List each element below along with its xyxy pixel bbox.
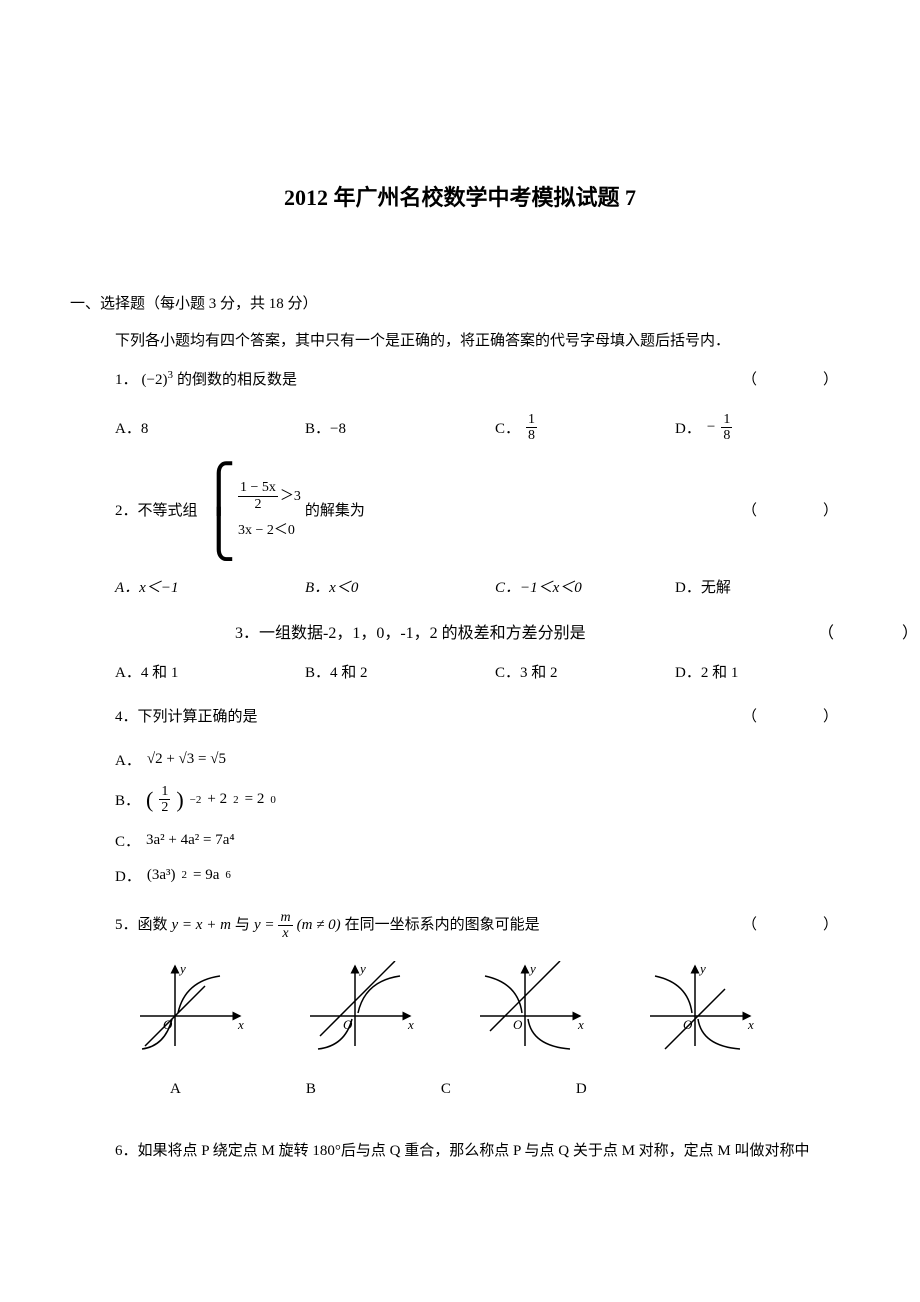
q5-graphs: y x O y x O y x O [130, 961, 850, 1051]
q2-tail: 的解集为 [305, 498, 365, 525]
q1-opt-d: D． − 18 [675, 412, 825, 444]
label-a: A [170, 1081, 181, 1098]
q1-opt-b: B．−8 [305, 417, 495, 438]
question-1: 1． (−2)3 的倒数的相反数是 （ ） [115, 366, 850, 394]
question-6: 6．如果将点 P 绕定点 M 旋转 180°后与点 Q 重合，那么称点 P 与点… [115, 1138, 850, 1165]
svg-text:y: y [528, 961, 536, 976]
q1-tail: 的倒数的相反数是 [177, 367, 297, 394]
q2-num: 2．不等式组 [115, 498, 198, 525]
q1-opt-a: A．8 [115, 417, 305, 438]
q3-options: A．4 和 1 B．4 和 2 C．3 和 2 D．2 和 1 [115, 661, 850, 682]
q3-opt-d: D．2 和 1 [675, 661, 825, 682]
q5-paren: （ ） [742, 912, 850, 939]
svg-text:x: x [237, 1017, 244, 1032]
q1-base: (−2) [142, 372, 168, 388]
svg-text:y: y [698, 961, 706, 976]
q4-paren: （ ） [742, 704, 850, 731]
q3-opt-b: B．4 和 2 [305, 661, 495, 682]
svg-text:O: O [513, 1017, 523, 1032]
graph-d: y x O [640, 961, 760, 1051]
section-header: 一、选择题（每小题 3 分，共 18 分） [70, 292, 850, 313]
q5-labels: A B C D [170, 1081, 850, 1098]
question-2: 2．不等式组 ⎧⎩ 1 − 5x2 ＞3 3x − 2＜0 的解集为 （ ） [115, 466, 850, 558]
q1-num: 1． [115, 367, 138, 394]
q2-paren: （ ） [742, 498, 850, 525]
q1-opt-c: C． 18 [495, 412, 675, 444]
svg-text:x: x [747, 1017, 754, 1032]
q1-options: A．8 B．−8 C． 18 D． − 18 [115, 412, 850, 444]
q2-opt-c: C．−1＜x＜0 [495, 576, 675, 597]
page-title: 2012 年广州名校数学中考模拟试题 7 [70, 180, 850, 212]
svg-text:y: y [178, 961, 186, 976]
question-4: 4．下列计算正确的是 （ ） [115, 704, 850, 731]
svg-text:y: y [358, 961, 366, 976]
graph-c: y x O [470, 961, 590, 1051]
q4-opt-c: C．3a² + 4a² = 7a⁴ [115, 830, 485, 851]
q4-opt-a: A．√2 + √3 = √5 [115, 749, 485, 770]
section-intro: 下列各小题均有四个答案，其中只有一个是正确的，将正确答案的代号字母填入题后括号内… [115, 329, 850, 350]
q2-opt-a: A．x＜−1 [115, 576, 305, 597]
question-5: 5．函数 y = x + m 与 y = mx (m ≠ 0) 在同一坐标系内的… [115, 910, 850, 942]
q4-options: A．√2 + √3 = √5 B． ( 12 )−2 + 22 = 20 C．3… [115, 749, 850, 900]
label-b: B [306, 1081, 316, 1098]
graph-a: y x O [130, 961, 250, 1051]
q1-exp: 3 [167, 369, 173, 381]
q3-paren: （ ） [818, 619, 920, 643]
q4-opt-d: D． (3a³)2 = 9a6 [115, 865, 485, 886]
q4-text: 4．下列计算正确的是 [115, 704, 258, 731]
q4-opt-b: B． ( 12 )−2 + 22 = 20 [115, 784, 485, 816]
brace-icon: ⎧⎩ [202, 466, 237, 558]
q2-opt-b: B．x＜0 [305, 576, 495, 597]
q3-opt-a: A．4 和 1 [115, 661, 305, 682]
svg-text:x: x [407, 1017, 414, 1032]
graph-b: y x O [300, 961, 420, 1051]
label-d: D [576, 1081, 587, 1098]
q1-paren: （ ） [742, 367, 850, 394]
question-3: 3．一组数据-2，1，0，-1，2 的极差和方差分别是 （ ） [235, 619, 850, 643]
label-c: C [441, 1081, 451, 1098]
q3-text: 3．一组数据-2，1，0，-1，2 的极差和方差分别是 [235, 619, 586, 643]
q3-opt-c: C．3 和 2 [495, 661, 675, 682]
q2-options: A．x＜−1 B．x＜0 C．−1＜x＜0 D．无解 [115, 576, 850, 597]
q6-text: 6．如果将点 P 绕定点 M 旋转 180°后与点 Q 重合，那么称点 P 与点… [115, 1143, 810, 1159]
q2-opt-d: D．无解 [675, 576, 825, 597]
svg-text:x: x [577, 1017, 584, 1032]
